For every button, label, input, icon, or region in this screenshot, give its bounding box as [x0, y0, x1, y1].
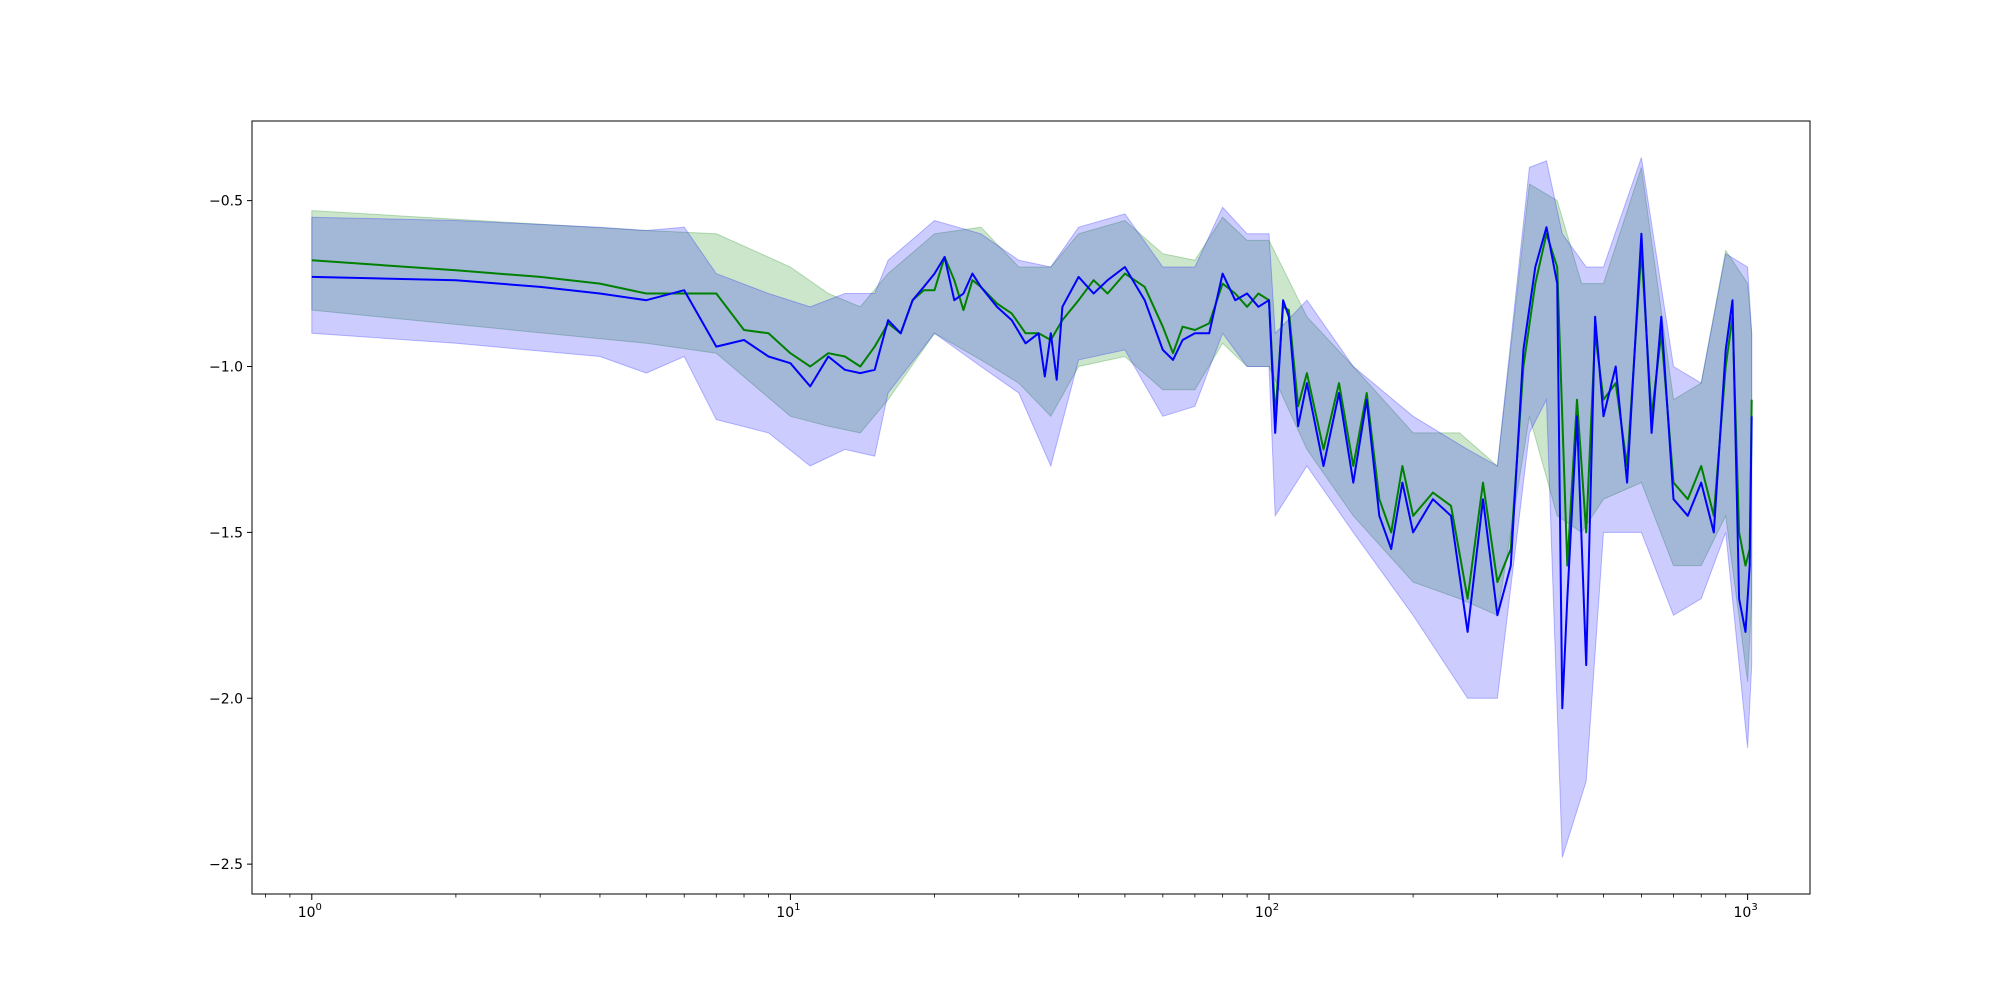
x-tick-base: 10 [298, 905, 316, 921]
y-tick-label: −1.0 [209, 360, 243, 376]
plot-area [311, 157, 1753, 858]
x-tick-label: 101 [776, 902, 800, 921]
x-tick-base: 10 [1734, 905, 1752, 921]
x-tick-label: 103 [1734, 902, 1758, 921]
x-tick-base: 10 [1255, 905, 1273, 921]
series-2-line [311, 226, 1753, 710]
y-tick-label: −0.5 [209, 194, 243, 210]
y-tick-label: −2.0 [209, 691, 243, 707]
axes-frame [251, 120, 1811, 895]
x-tick-exponent: 0 [316, 902, 322, 913]
x-tick-exponent: 3 [1751, 902, 1757, 913]
series-1-band [311, 167, 1753, 682]
x-tick-label: 100 [298, 902, 322, 921]
series-1-line [311, 232, 1753, 600]
x-tick-exponent: 1 [794, 902, 800, 913]
plot-clip-group [311, 157, 1753, 858]
y-tick-label: −1.5 [209, 525, 243, 541]
x-tick-exponent: 2 [1273, 902, 1279, 913]
series-2-band [311, 157, 1753, 858]
x-tick-label: 102 [1255, 902, 1279, 921]
x-tick-base: 10 [776, 905, 794, 921]
y-tick-label: −2.5 [209, 857, 243, 873]
